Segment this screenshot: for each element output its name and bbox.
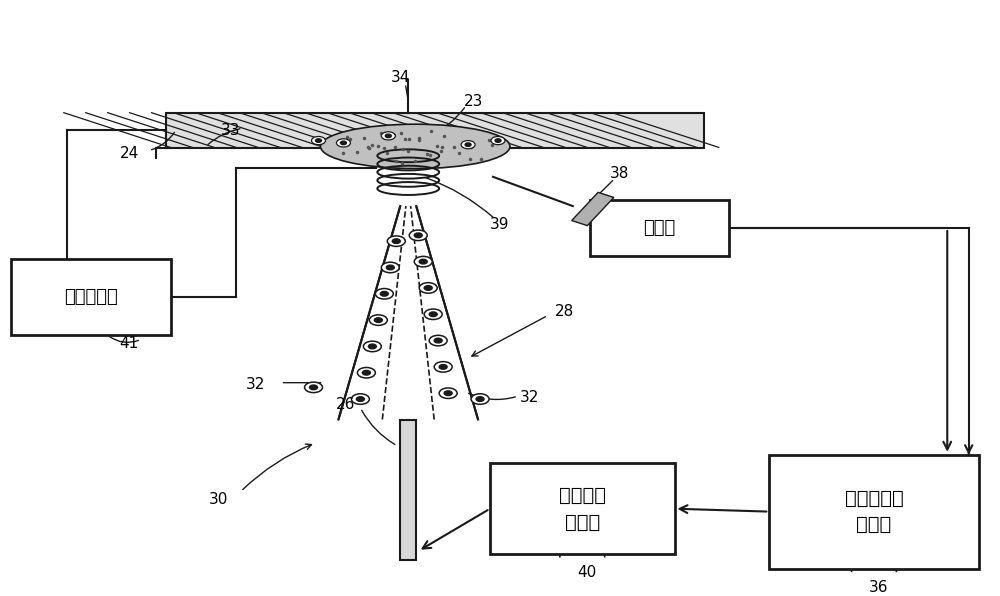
Text: 28: 28: [555, 304, 574, 319]
Circle shape: [363, 341, 381, 352]
Circle shape: [336, 139, 350, 147]
Circle shape: [385, 134, 391, 138]
Circle shape: [369, 315, 387, 325]
Circle shape: [356, 397, 364, 401]
FancyBboxPatch shape: [769, 455, 979, 569]
Circle shape: [374, 318, 382, 322]
Circle shape: [392, 239, 400, 244]
FancyBboxPatch shape: [11, 259, 171, 335]
Circle shape: [491, 136, 505, 145]
Circle shape: [461, 141, 475, 149]
Text: 激光功率
控制器: 激光功率 控制器: [559, 486, 606, 532]
Circle shape: [357, 368, 375, 378]
Circle shape: [476, 397, 484, 401]
Circle shape: [439, 388, 457, 399]
Circle shape: [419, 259, 427, 264]
Text: 32: 32: [520, 390, 540, 405]
Circle shape: [310, 385, 318, 390]
Text: 熔融池温度
控制器: 熔融池温度 控制器: [845, 489, 903, 535]
Text: 高温计: 高温计: [643, 219, 676, 237]
FancyBboxPatch shape: [590, 200, 729, 256]
Text: 34: 34: [391, 70, 410, 85]
Circle shape: [429, 336, 447, 346]
Circle shape: [340, 141, 346, 145]
Circle shape: [424, 285, 432, 290]
Circle shape: [368, 344, 376, 349]
Text: 36: 36: [869, 580, 889, 595]
Circle shape: [414, 256, 432, 267]
Circle shape: [381, 132, 395, 140]
Text: 39: 39: [490, 218, 510, 232]
Circle shape: [387, 236, 405, 246]
Circle shape: [380, 291, 388, 296]
Circle shape: [434, 339, 442, 343]
Text: 38: 38: [610, 166, 629, 181]
Text: 33: 33: [221, 123, 240, 138]
Circle shape: [386, 265, 394, 270]
Text: 41: 41: [119, 336, 139, 351]
Text: 32: 32: [246, 377, 265, 392]
Text: 40: 40: [578, 565, 597, 581]
Polygon shape: [166, 113, 704, 148]
Circle shape: [414, 233, 422, 238]
Polygon shape: [572, 193, 614, 226]
Text: 26: 26: [336, 398, 355, 412]
Circle shape: [424, 309, 442, 319]
Circle shape: [316, 139, 321, 142]
Circle shape: [444, 391, 452, 396]
Text: 23: 23: [463, 95, 483, 110]
Circle shape: [465, 143, 471, 147]
Text: 感应控制器: 感应控制器: [64, 288, 118, 306]
Circle shape: [312, 136, 325, 145]
Circle shape: [409, 230, 427, 241]
Polygon shape: [400, 420, 416, 560]
Circle shape: [434, 362, 452, 372]
Text: 30: 30: [209, 492, 228, 507]
Circle shape: [439, 365, 447, 370]
Ellipse shape: [320, 124, 510, 169]
Circle shape: [381, 262, 399, 273]
FancyBboxPatch shape: [490, 463, 675, 554]
Circle shape: [471, 394, 489, 404]
Circle shape: [375, 288, 393, 299]
Circle shape: [305, 382, 322, 393]
Text: 24: 24: [119, 146, 139, 161]
Circle shape: [495, 139, 501, 142]
Circle shape: [351, 394, 369, 404]
Circle shape: [429, 312, 437, 316]
Circle shape: [419, 283, 437, 293]
Circle shape: [362, 370, 370, 375]
